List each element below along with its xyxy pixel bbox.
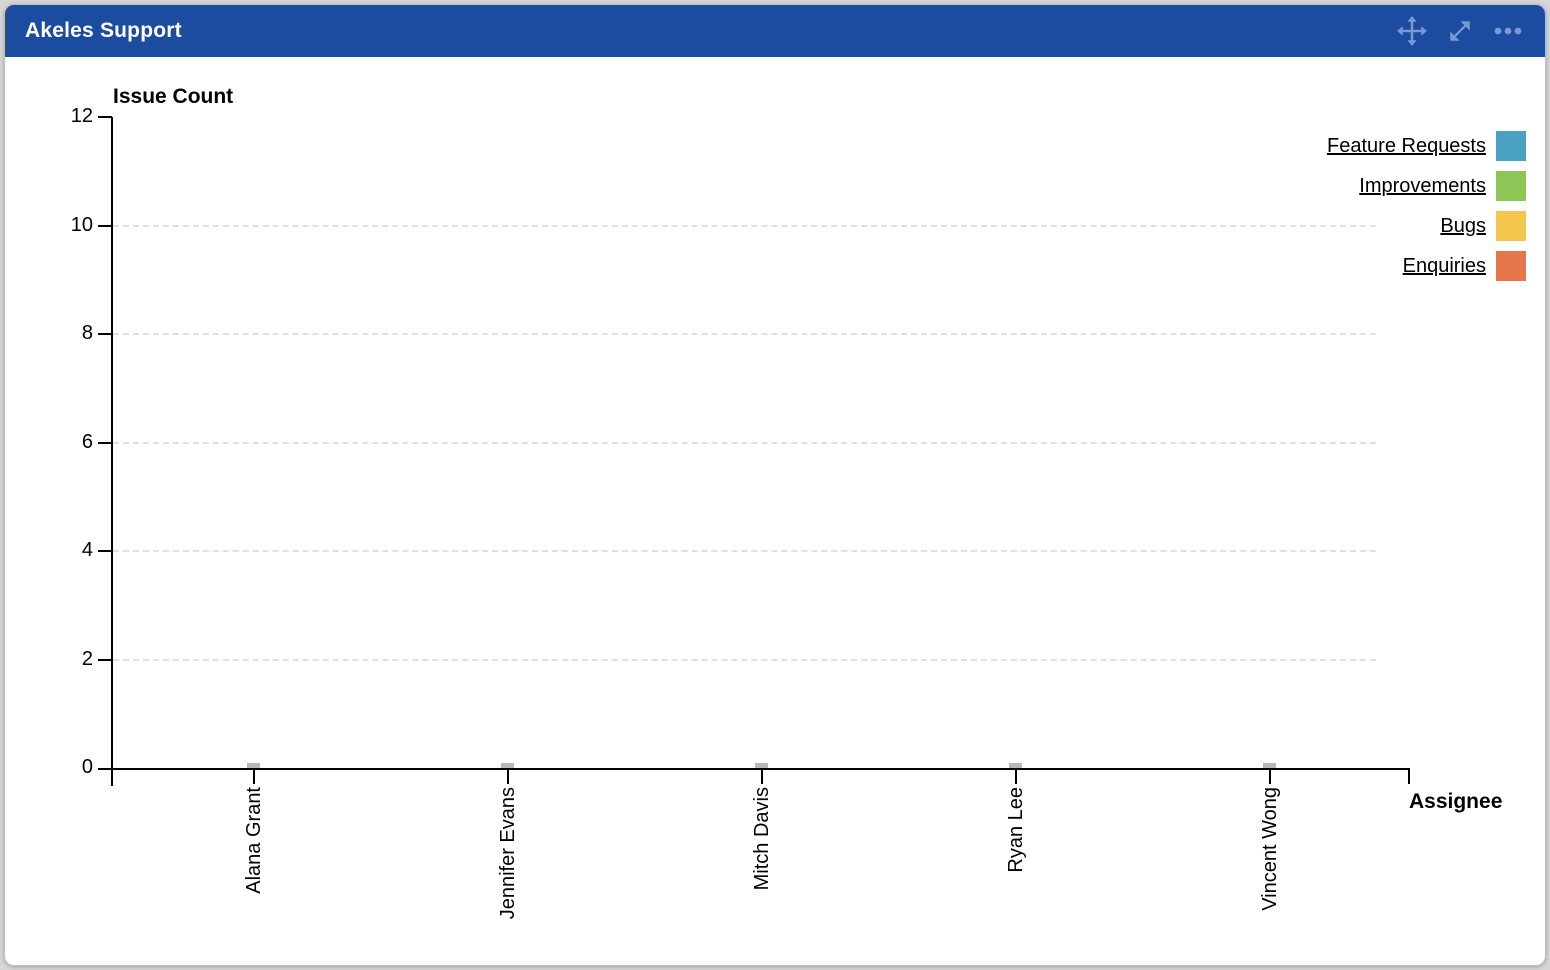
legend-label[interactable]: Bugs: [1440, 214, 1486, 237]
widget-title: Akeles Support: [25, 19, 182, 42]
zero-bar-group: [1263, 763, 1276, 768]
legend-row: Improvements: [1327, 171, 1526, 201]
y-tick: [98, 224, 112, 227]
legend-label[interactable]: Improvements: [1359, 174, 1486, 197]
y-tick: [98, 116, 112, 118]
gridline-y8: [113, 333, 1376, 335]
legend-label[interactable]: Feature Requests: [1327, 134, 1486, 157]
chart-area: Issue Count Assignee 12 10 8 6 4 2 0 Alana Gran…: [5, 57, 1545, 965]
widget-header: Akeles Support: [5, 5, 1545, 57]
zero-bar-group: [755, 763, 768, 768]
y-tick-label: 0: [81, 756, 93, 778]
y-tick: [98, 441, 112, 444]
gridline-y4: [113, 550, 1376, 552]
ellipsis-icon[interactable]: [1493, 16, 1523, 46]
zero-bar-group: [501, 763, 514, 768]
x-axis-end-tick: [1408, 768, 1410, 784]
widget-card: Akeles Support: [4, 4, 1546, 966]
move-icon[interactable]: [1397, 16, 1427, 46]
expand-icon[interactable]: [1447, 18, 1473, 44]
legend-label[interactable]: Enquiries: [1402, 254, 1486, 277]
zero-bar-group: [247, 763, 260, 768]
legend-row: Feature Requests: [1327, 131, 1526, 161]
chart-legend: Feature Requests Improvements Bugs Enquirie…: [1327, 131, 1526, 281]
y-tick-label: 12: [70, 105, 93, 127]
x-tick-label: Vincent Wong: [1259, 787, 1281, 911]
legend-row: Bugs: [1327, 211, 1526, 241]
x-tick: [1015, 768, 1017, 784]
y-tick-label: 4: [81, 539, 93, 561]
gridline-y6: [113, 441, 1376, 444]
y-axis-title: Issue Count: [113, 85, 234, 108]
y-tick: [98, 658, 112, 661]
x-axis-line: [98, 768, 1409, 770]
header-icon-group: [1397, 16, 1523, 46]
y-axis-line: [111, 117, 113, 786]
x-tick-label: Ryan Lee: [1005, 787, 1027, 873]
x-tick: [253, 768, 255, 784]
x-tick: [507, 768, 509, 784]
legend-swatch[interactable]: [1496, 131, 1526, 161]
legend-row: Enquiries: [1327, 251, 1526, 281]
y-tick-label: 6: [81, 430, 93, 453]
x-axis-title: Assignee: [1409, 790, 1503, 813]
y-tick: [98, 333, 112, 335]
legend-swatch[interactable]: [1496, 251, 1526, 281]
legend-swatch[interactable]: [1496, 211, 1526, 241]
gridline-y2: [113, 658, 1376, 661]
y-tick-label: 8: [81, 322, 93, 344]
x-tick-label: Mitch Davis: [751, 787, 773, 891]
y-tick-label: 2: [81, 647, 93, 670]
y-tick-label: 10: [70, 213, 93, 236]
x-tick-label: Jennifer Evans: [497, 787, 519, 920]
x-tick: [761, 768, 763, 784]
gridline-y10: [113, 224, 1376, 227]
zero-bar-group: [1009, 763, 1022, 768]
y-tick: [98, 550, 112, 552]
legend-swatch[interactable]: [1496, 171, 1526, 201]
x-tick: [1269, 768, 1271, 784]
x-tick-label: Alana Grant: [243, 787, 265, 894]
